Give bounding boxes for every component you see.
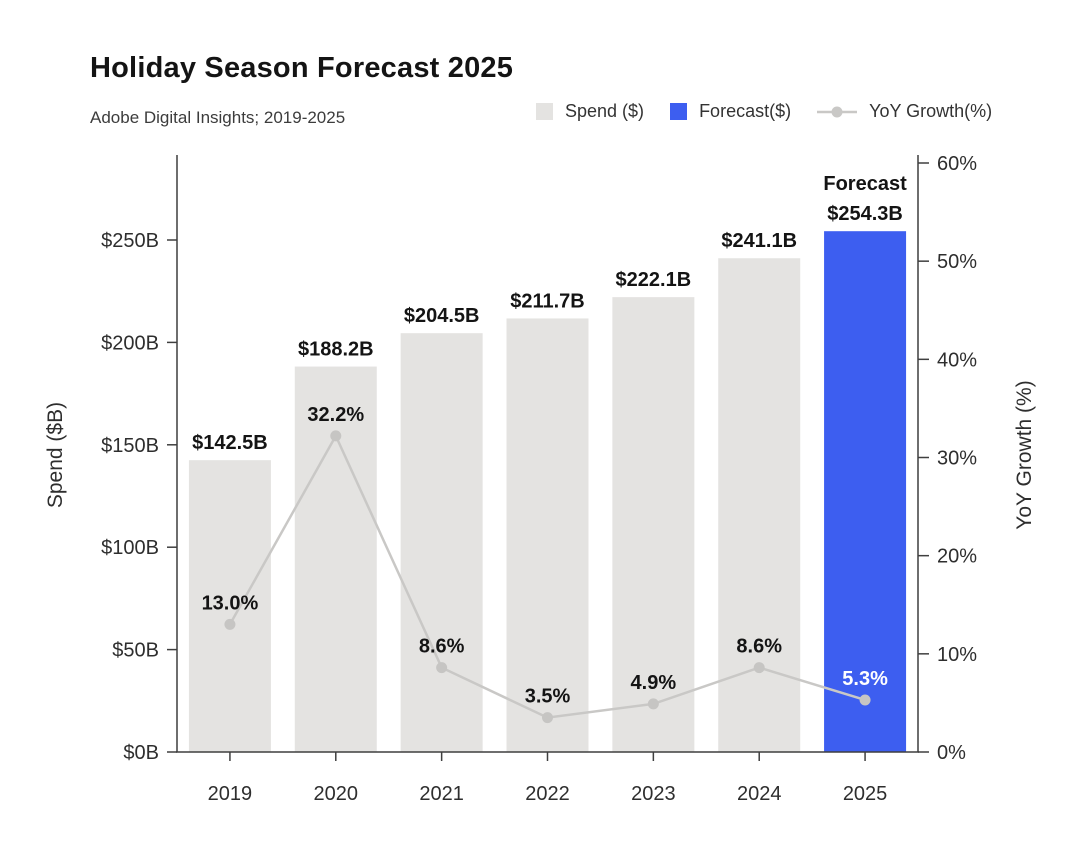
legend-label: Forecast($) [699, 101, 792, 121]
legend-item-spend: Spend ($) [536, 101, 644, 122]
x-tick-label-2022: 2022 [525, 783, 570, 805]
left-axis-tick-label: $50B [112, 640, 159, 662]
x-tick-label-2019: 2019 [208, 783, 253, 805]
yoy-label-2024: 8.6% [736, 636, 782, 658]
yoy-marker-2021 [436, 662, 448, 674]
x-tick-label-2024: 2024 [737, 783, 782, 805]
yoy-label-2020: 32.2% [307, 404, 364, 426]
left-axis-tick-label: $100B [101, 537, 159, 559]
yoy-marker-2020 [330, 430, 342, 442]
yoy-label-2022: 3.5% [525, 686, 571, 708]
bar-label-2022: $211.7B [510, 290, 585, 312]
bar-label-2021: $204.5B [404, 305, 480, 327]
legend-item-yoy-growth: YoY Growth(%) [817, 101, 992, 122]
right-axis-tick-label: 40% [937, 349, 977, 371]
yoy-label-2019: 13.0% [202, 592, 259, 614]
x-tick-label-2020: 2020 [314, 783, 359, 805]
right-axis-tick-label: 60% [937, 153, 977, 175]
right-axis-tick-label: 20% [937, 546, 977, 568]
left-axis-tick-label: $250B [101, 230, 159, 252]
x-tick-label-2025: 2025 [843, 783, 888, 805]
bar-label-2023: $222.1B [616, 269, 692, 291]
legend-label: Spend ($) [565, 101, 645, 121]
yoy-marker-2019 [224, 618, 236, 630]
yoy-label-2023: 4.9% [631, 672, 677, 694]
bar-label-2019: $142.5B [192, 432, 268, 454]
yoy-marker-2024 [753, 662, 765, 674]
left-axis-tick-label: $0B [123, 742, 159, 764]
bar-label-2020: $188.2B [298, 339, 374, 361]
spend-swatch-icon [536, 103, 553, 120]
legend-item-forecast: Forecast($) [670, 101, 791, 122]
bar-2025 [824, 231, 907, 752]
x-tick-label-2023: 2023 [631, 783, 676, 805]
left-axis-title: Spend ($B) [44, 402, 67, 508]
bar-label-2024: $241.1B [721, 230, 797, 252]
bar-2021 [400, 333, 483, 752]
left-axis-tick-label: $150B [101, 435, 159, 457]
yoy-line-marker-icon [817, 106, 858, 117]
x-tick-label-2021: 2021 [419, 783, 464, 805]
right-axis-tick-label: 0% [937, 742, 966, 764]
yoy-label-2021: 8.6% [419, 636, 465, 658]
yoy-marker-2025 [859, 694, 871, 706]
bar-2023 [612, 297, 695, 752]
bar-label-2025: $254.3B [827, 203, 903, 225]
right-axis-title: YoY Growth (%) [1013, 380, 1036, 529]
left-axis-tick-label: $200B [101, 332, 159, 354]
right-axis-tick-label: 10% [937, 644, 977, 666]
legend-label: YoY Growth(%) [869, 101, 993, 121]
yoy-marker-2022 [542, 712, 553, 724]
right-axis-tick-label: 30% [937, 448, 977, 470]
chart-title: Holiday Season Forecast 2025 [90, 52, 514, 84]
yoy-label-2025: 5.3% [842, 668, 888, 690]
forecast-caption: Forecast [823, 173, 907, 195]
right-axis-tick-label: 50% [937, 251, 977, 273]
legend: Spend ($) Forecast($) YoY Growth(%) [536, 101, 992, 122]
bar-2019 [188, 460, 271, 752]
forecast-swatch-icon [670, 103, 688, 120]
bar-2022 [506, 318, 589, 752]
chart-subtitle: Adobe Digital Insights; 2019-2025 [90, 108, 346, 127]
yoy-marker-2023 [647, 698, 659, 710]
